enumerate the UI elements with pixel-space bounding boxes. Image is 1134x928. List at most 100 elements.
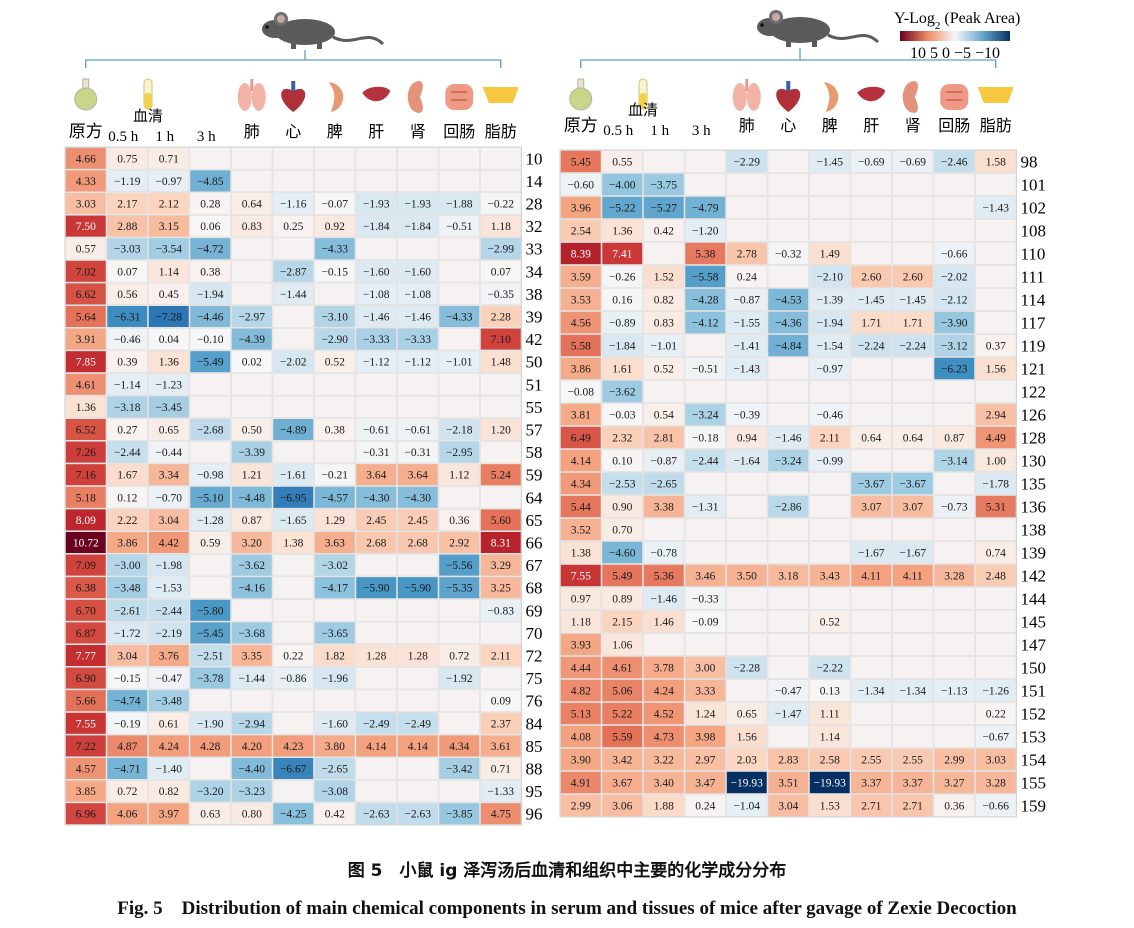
heatmap-cell	[272, 260, 314, 283]
heatmap-cell-value: 7.16	[76, 470, 96, 482]
column-label-肺: 肺	[244, 123, 260, 141]
heatmap-cell-value: 6.62	[76, 289, 96, 301]
heatmap-cell	[314, 553, 356, 577]
heatmap-cell	[106, 215, 148, 238]
heatmap-cell	[314, 305, 356, 328]
row-label: 64	[526, 488, 544, 507]
heatmap-cell-value: 3.03	[986, 755, 1006, 767]
heatmap-cell	[65, 192, 107, 215]
heatmap-cell-value: −0.51	[692, 364, 719, 376]
heatmap-cell	[480, 779, 522, 803]
heatmap-cell	[767, 564, 809, 587]
heatmap-cell-empty	[272, 689, 314, 712]
heatmap-cell-value: −4.40	[238, 764, 265, 776]
heatmap-cell-value: −1.12	[363, 357, 390, 369]
heatmap-cell-value: −1.84	[404, 221, 431, 233]
serum-group-label: 血清	[133, 108, 163, 125]
heatmap-cell	[438, 757, 480, 780]
heatmap-cell	[975, 702, 1017, 725]
row-label: 76	[526, 692, 543, 711]
heatmap-cell-value: 1.38	[571, 548, 591, 560]
heatmap-cell-value: −1.08	[404, 289, 431, 301]
heatmap-cell-value: −1.94	[197, 289, 224, 301]
row-label: 84	[526, 714, 544, 733]
heatmap-cell-value: −4.25	[280, 809, 307, 821]
heatmap-cell	[272, 802, 314, 825]
heatmap-cell-value: −0.46	[816, 410, 843, 422]
heatmap-cell-empty	[684, 472, 726, 495]
heatmap-cell	[314, 192, 356, 215]
heatmap-cell-value: −1.46	[650, 594, 677, 606]
heatmap-cell-value: 1.67	[117, 470, 137, 482]
heatmap-cell-value: 5.36	[654, 571, 674, 583]
heatmap-cell-value: 0.82	[654, 295, 674, 307]
heatmap-cell-empty	[933, 472, 975, 495]
heatmap-cell	[560, 702, 602, 725]
heatmap-cell-empty	[684, 380, 726, 403]
heatmap-cell-value: −0.15	[321, 266, 348, 278]
heatmap-cell	[684, 426, 726, 449]
heatmap-cell-empty	[933, 633, 975, 656]
heatmap-cell	[892, 564, 934, 587]
heatmap-cell	[189, 260, 231, 283]
heatmap-cell-empty	[892, 173, 934, 196]
heatmap-cell	[726, 242, 768, 265]
heatmap-cell	[726, 794, 768, 817]
heatmap-cell-value: 3.04	[159, 515, 179, 527]
mouse-icon	[260, 10, 385, 51]
heatmap-cell-value: −2.46	[941, 157, 968, 169]
heatmap-cell-value: −1.60	[321, 718, 348, 730]
heatmap-cell	[314, 712, 356, 735]
heatmap-cell-value: 0.25	[283, 221, 303, 233]
lung-right-shape	[251, 83, 266, 111]
heatmap-cell-empty	[767, 403, 809, 426]
heatmap-cell	[809, 725, 851, 748]
heatmap-cell-value: −0.33	[692, 594, 719, 606]
colorbar-gradient	[900, 31, 1010, 41]
heatmap-cell-value: 2.83	[778, 755, 798, 767]
heatmap-cell	[809, 357, 851, 380]
heatmap-cell	[397, 644, 439, 667]
heatmap-cell	[231, 779, 273, 803]
heatmap-cell-value: −2.29	[733, 157, 760, 169]
heatmap-cell-value: 1.21	[242, 470, 262, 482]
heatmap-cell-value: −1.39	[816, 295, 843, 307]
heatmap-cell-value: −4.12	[692, 318, 719, 330]
heatmap-cell	[148, 689, 190, 712]
heatmap-cell-value: 1.20	[491, 425, 511, 437]
row-label: 151	[1021, 682, 1047, 701]
heatmap-cell	[767, 288, 809, 311]
heatmap-cell-empty	[850, 357, 892, 380]
heatmap-cell-empty	[726, 196, 768, 219]
heatmap-cell-empty	[933, 219, 975, 242]
heatmap-cell-empty	[438, 779, 480, 803]
heatmap-cell	[397, 215, 439, 238]
heatmap-cell-empty	[314, 689, 356, 712]
row-label: 39	[526, 308, 543, 327]
heatmap-cell	[767, 449, 809, 472]
heatmap-cell-value: 4.73	[654, 732, 674, 744]
heatmap-cell	[397, 418, 439, 441]
heatmap-cell-value: −1.43	[982, 203, 1009, 215]
heatmap-cell-value: 7.02	[76, 266, 96, 278]
row-label: 95	[526, 782, 543, 801]
heatmap-cell-value: 3.43	[820, 571, 840, 583]
heatmap-cell-empty	[355, 169, 397, 193]
heatmap-cell	[892, 311, 934, 334]
row-label: 57	[526, 421, 544, 440]
heatmap-cell	[480, 327, 522, 351]
heatmap-cell	[148, 237, 190, 260]
row-label: 98	[1021, 153, 1038, 172]
row-label: 122	[1021, 383, 1047, 402]
mouse-bracket-line	[85, 50, 502, 68]
heatmap-cell	[850, 265, 892, 288]
heatmap-cell-value: −0.99	[816, 456, 843, 468]
heatmap-cell-value: 4.34	[571, 479, 591, 491]
heatmap-cell-value: −5.90	[363, 583, 390, 595]
heatmap-cell	[975, 334, 1017, 357]
heatmap-cell	[397, 802, 439, 825]
heatmap-cell-value: 0.71	[159, 153, 179, 165]
heatmap-cell-value: −1.46	[404, 312, 431, 324]
heatmap-cell-empty	[892, 656, 934, 679]
heatmap-cell-value: 4.24	[159, 741, 179, 753]
